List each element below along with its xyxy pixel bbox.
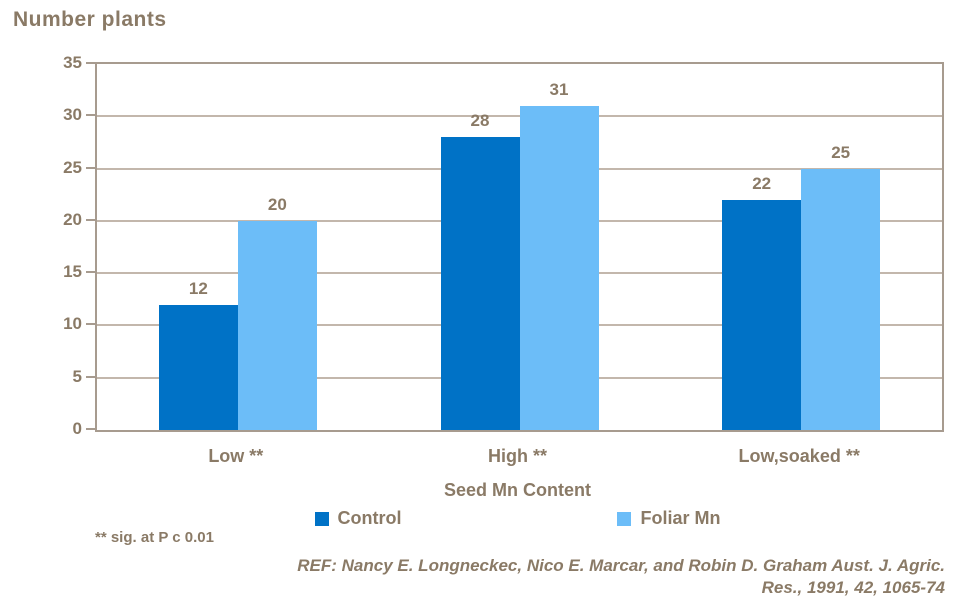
bar-control-2 <box>722 199 802 430</box>
bar-value-label: 20 <box>267 194 287 214</box>
legend-item-foliar-mn: Foliar Mn <box>617 508 720 529</box>
legend-item-control: Control <box>314 508 402 529</box>
significance-footnote: ** sig. at P c 0.01 <box>95 529 214 546</box>
bar-control-1 <box>440 137 520 430</box>
x-axis-title: Seed Mn Content <box>444 480 591 500</box>
y-axis-tick-mark <box>86 375 95 378</box>
y-axis-tick-mark <box>86 271 95 274</box>
bar-value-label: 22 <box>752 173 772 193</box>
y-axis-tick-label: 5 <box>72 366 82 386</box>
legend-swatch-icon <box>314 511 329 526</box>
chart-title: Number plants <box>13 8 167 31</box>
category-label: High ** <box>487 446 547 466</box>
bar-foliar-mn-2 <box>801 168 881 430</box>
bar-foliar-mn-0 <box>237 220 317 430</box>
y-axis-tick-label: 25 <box>63 157 82 177</box>
reference-line-2: Res., 1991, 42, 1065-74 <box>761 578 945 597</box>
legend-label: Foliar Mn <box>640 508 721 528</box>
legend-swatch-icon <box>617 511 632 526</box>
bar-foliar-mn-1 <box>519 105 599 430</box>
bar-value-label: 12 <box>188 278 208 298</box>
y-axis-tick-mark <box>86 114 95 117</box>
y-axis-tick-mark <box>86 62 95 64</box>
y-axis-tick-label: 30 <box>63 105 82 125</box>
y-axis-tick-mark <box>86 323 95 326</box>
plot-area: 12 20 28 31 22 25 <box>95 62 944 432</box>
y-axis-tick-mark <box>86 218 95 221</box>
y-axis-tick-label: 35 <box>63 53 82 72</box>
y-axis-tick-label: 10 <box>63 314 82 334</box>
bar-value-label: 25 <box>831 142 851 162</box>
category-label: Low,soaked ** <box>738 446 860 466</box>
bar-value-label: 31 <box>549 79 569 99</box>
bar-control-0 <box>158 304 238 430</box>
legend-label: Control <box>337 508 402 528</box>
bar-value-label: 28 <box>470 111 490 131</box>
y-axis-tick-mark <box>86 166 95 169</box>
y-axis-tick-mark <box>86 428 95 430</box>
legend: Control Foliar Mn <box>95 508 940 529</box>
category-label: Low ** <box>208 446 264 466</box>
y-axis-tick-label: 20 <box>63 209 82 229</box>
y-axis-tick-label: 0 <box>72 419 82 438</box>
y-axis-tick-label: 15 <box>63 262 82 282</box>
reference-citation: REF: Nancy E. Longneckec, Nico E. Marcar… <box>297 555 945 599</box>
reference-line-1: REF: Nancy E. Longneckec, Nico E. Marcar… <box>297 556 945 575</box>
